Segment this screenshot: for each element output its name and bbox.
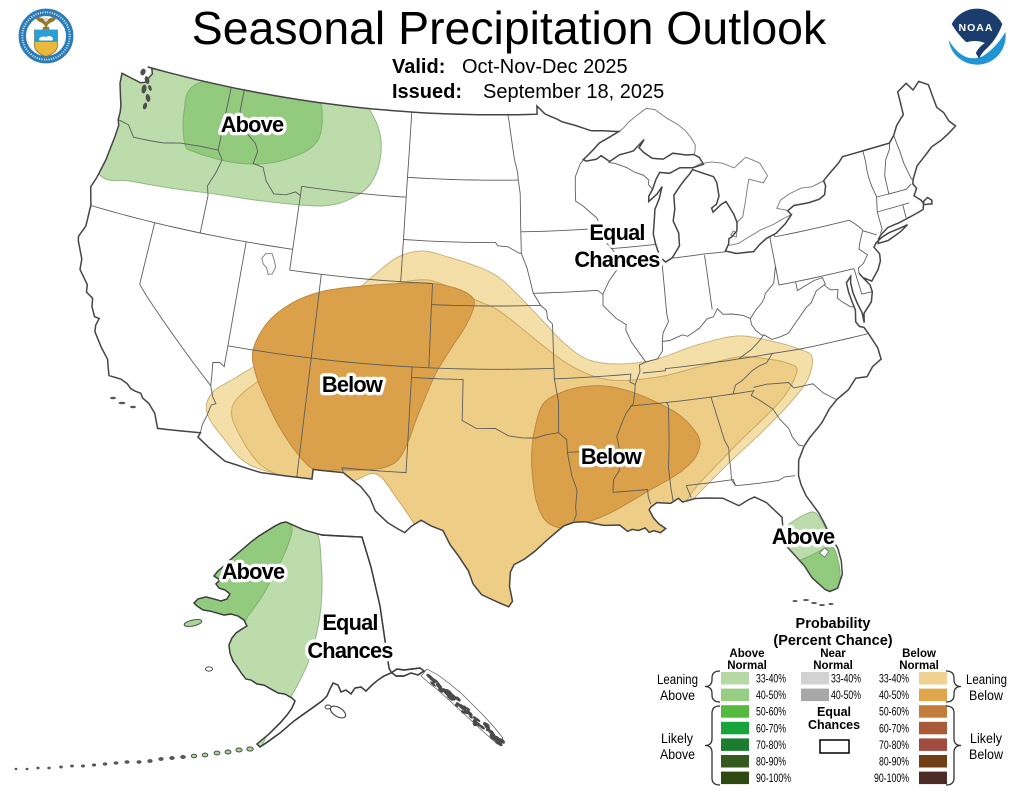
svg-text:60-70%: 60-70% — [756, 721, 786, 735]
svg-text:33-40%: 33-40% — [831, 672, 861, 686]
svg-text:Issued:: Issued: — [392, 81, 462, 103]
svg-text:90-100%: 90-100% — [874, 771, 909, 785]
svg-text:Normal: Normal — [899, 660, 939, 672]
svg-text:Chances: Chances — [574, 247, 660, 272]
svg-text:60-70%: 60-70% — [879, 721, 909, 735]
svg-text:Equal: Equal — [817, 705, 851, 719]
svg-text:80-90%: 80-90% — [756, 755, 786, 769]
svg-text:40-50%: 40-50% — [831, 688, 861, 702]
svg-text:Above: Above — [221, 112, 284, 137]
svg-text:33-40%: 33-40% — [756, 672, 786, 686]
svg-text:Oct-Nov-Dec 2025: Oct-Nov-Dec 2025 — [462, 56, 628, 78]
svg-text:Below: Below — [969, 747, 1003, 762]
svg-text:(Percent Chance): (Percent Chance) — [773, 633, 892, 649]
svg-text:Chances: Chances — [307, 638, 393, 663]
svg-text:Leaning: Leaning — [966, 672, 1007, 687]
svg-text:90-100%: 90-100% — [756, 771, 791, 785]
svg-text:33-40%: 33-40% — [879, 672, 909, 686]
svg-text:Equal: Equal — [589, 220, 644, 245]
svg-text:Leaning: Leaning — [657, 672, 698, 687]
svg-text:Seasonal Precipitation Outlook: Seasonal Precipitation Outlook — [192, 2, 827, 54]
svg-text:Probability: Probability — [796, 616, 871, 632]
svg-text:September 18, 2025: September 18, 2025 — [483, 81, 664, 103]
svg-text:Near: Near — [820, 648, 846, 660]
svg-text:70-80%: 70-80% — [879, 738, 909, 752]
svg-text:80-90%: 80-90% — [879, 755, 909, 769]
svg-text:Equal: Equal — [322, 610, 377, 635]
svg-text:50-60%: 50-60% — [756, 705, 786, 719]
svg-text:70-80%: 70-80% — [756, 738, 786, 752]
svg-text:Likely: Likely — [970, 731, 1002, 746]
svg-text:Likely: Likely — [661, 731, 693, 746]
svg-text:Below: Below — [322, 372, 383, 397]
svg-text:Chances: Chances — [808, 718, 860, 732]
svg-text:Above: Above — [729, 648, 764, 660]
svg-text:40-50%: 40-50% — [879, 688, 909, 702]
svg-text:Above: Above — [660, 747, 695, 762]
svg-text:Above: Above — [660, 688, 695, 703]
svg-text:40-50%: 40-50% — [756, 688, 786, 702]
svg-text:Valid:: Valid: — [392, 56, 445, 78]
svg-text:Below: Below — [581, 444, 642, 469]
svg-text:Below: Below — [902, 648, 936, 660]
svg-text:Normal: Normal — [727, 660, 767, 672]
svg-text:Normal: Normal — [813, 660, 853, 672]
svg-text:Above: Above — [222, 559, 285, 584]
svg-text:NOAA: NOAA — [959, 22, 994, 34]
svg-text:Above: Above — [772, 524, 835, 549]
svg-text:Below: Below — [969, 688, 1003, 703]
svg-text:50-60%: 50-60% — [879, 705, 909, 719]
